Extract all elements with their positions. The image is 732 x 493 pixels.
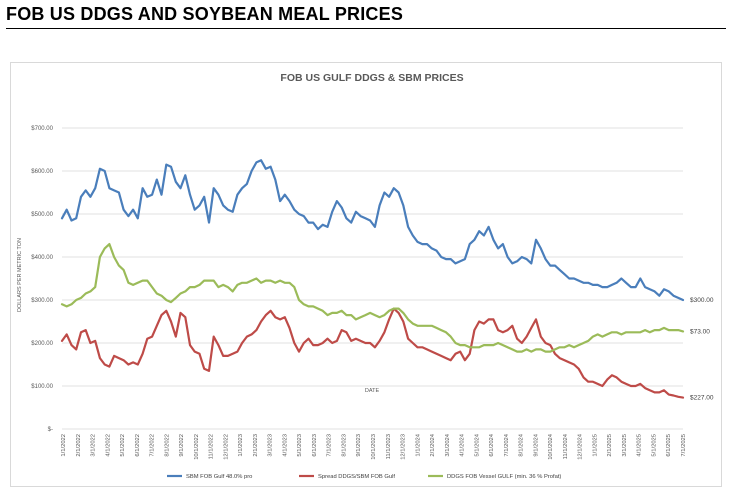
x-tick-label: 6/1/2022	[135, 434, 141, 457]
x-tick-label: 3/1/2024	[445, 433, 451, 456]
x-tick-label: 4/1/2024	[460, 433, 466, 456]
x-tick-label: 8/1/2022	[164, 434, 170, 457]
x-tick-label: 6/1/2025	[666, 434, 672, 457]
legend-item-ddgs: DDGS FOB Vessel GULF (min. 36 % Profat)	[428, 474, 561, 480]
x-tick-label: 7/1/2022	[150, 434, 156, 457]
x-axis-label: DATE	[365, 388, 380, 394]
x-tick-label: 5/1/2024	[474, 433, 480, 456]
legend-item-spread: Spread DDGS/SBM FOB Gulf	[299, 474, 395, 480]
x-tick-label: 5/1/2023	[297, 434, 303, 457]
x-tick-label: 11/1/2023	[386, 434, 392, 459]
x-tick-label: 4/1/2025	[637, 434, 643, 457]
x-tick-label: 1/1/2023	[238, 434, 244, 457]
x-tick-label: 9/1/2024	[533, 433, 539, 456]
x-tick-label: 3/1/2022	[91, 434, 97, 457]
x-tick-label: 10/1/2024	[548, 433, 554, 460]
x-tick-label: 10/1/2022	[194, 434, 200, 460]
chart-frame	[10, 62, 722, 487]
x-tick-label: 4/1/2023	[282, 434, 288, 457]
x-tick-label: 3/1/2025	[622, 434, 628, 457]
y-tick-label: $300.00	[31, 298, 53, 304]
legend-label: DDGS FOB Vessel GULF (min. 36 % Profat)	[447, 474, 561, 480]
x-tick-label: 7/1/2025	[681, 434, 687, 457]
y-tick-label: $700.00	[31, 126, 53, 132]
x-tick-label: 8/1/2023	[341, 434, 347, 457]
legend-label: Spread DDGS/SBM FOB Gulf	[318, 474, 395, 480]
x-tick-label: 1/1/2024	[415, 433, 421, 456]
x-tick-label: 6/1/2023	[312, 434, 318, 457]
y-tick-label: $200.00	[31, 341, 53, 347]
x-tick-label: 7/1/2024	[504, 433, 510, 456]
x-tick-label: 11/1/2022	[209, 434, 215, 459]
x-tick-label: 6/1/2024	[489, 433, 495, 456]
x-tick-label: 11/1/2024	[563, 433, 569, 459]
x-tick-label: 12/1/2023	[401, 434, 407, 460]
x-tick-label: 3/1/2023	[268, 434, 274, 457]
x-tick-label: 5/1/2025	[651, 434, 657, 457]
legend-item-sbm: SBM FOB Gulf 48.0% pro	[167, 474, 252, 480]
legend-label: SBM FOB Gulf 48.0% pro	[186, 474, 252, 480]
ddgs-line	[60, 243, 685, 353]
x-tick-label: 8/1/2024	[519, 433, 525, 456]
x-tick-label: 4/1/2022	[105, 434, 111, 457]
x-tick-label: 1/1/2022	[61, 434, 67, 457]
x-tick-label: 2/1/2024	[430, 433, 436, 456]
x-tick-label: 5/1/2022	[120, 434, 126, 457]
sbm-line	[60, 159, 685, 302]
x-tick-label: 7/1/2023	[327, 434, 333, 457]
y-axis-label: DOLLARS PER METRIC TON	[17, 238, 23, 312]
x-tick-label: 2/1/2022	[76, 434, 82, 457]
x-tick-label: 2/1/2023	[253, 434, 259, 457]
chart-title: FOB US GULF DDGS & SBM PRICES	[280, 72, 463, 84]
x-tick-label: 12/1/2022	[223, 434, 229, 460]
spread-line	[60, 307, 685, 399]
title-rule	[6, 28, 726, 29]
x-tick-label: 2/1/2025	[607, 434, 613, 457]
y-tick-label: $500.00	[31, 212, 53, 218]
page-title: FOB US DDGS AND SOYBEAN MEAL PRICES	[6, 4, 404, 24]
x-tick-label: 1/1/2025	[592, 434, 598, 457]
x-tick-label: 10/1/2023	[371, 434, 377, 460]
x-tick-label: 9/1/2023	[356, 434, 362, 457]
y-tick-label: $600.00	[31, 169, 53, 175]
x-tick-label: 9/1/2022	[179, 434, 185, 457]
y-tick-label: $100.00	[31, 384, 53, 390]
end-value-label: $73.00	[690, 328, 710, 335]
y-tick-label: $-	[48, 427, 53, 433]
y-tick-label: $400.00	[31, 255, 53, 261]
end-value-label: $300.00	[690, 297, 714, 304]
end-value-label: $227.00	[690, 395, 714, 402]
x-tick-label: 12/1/2024	[578, 433, 584, 460]
